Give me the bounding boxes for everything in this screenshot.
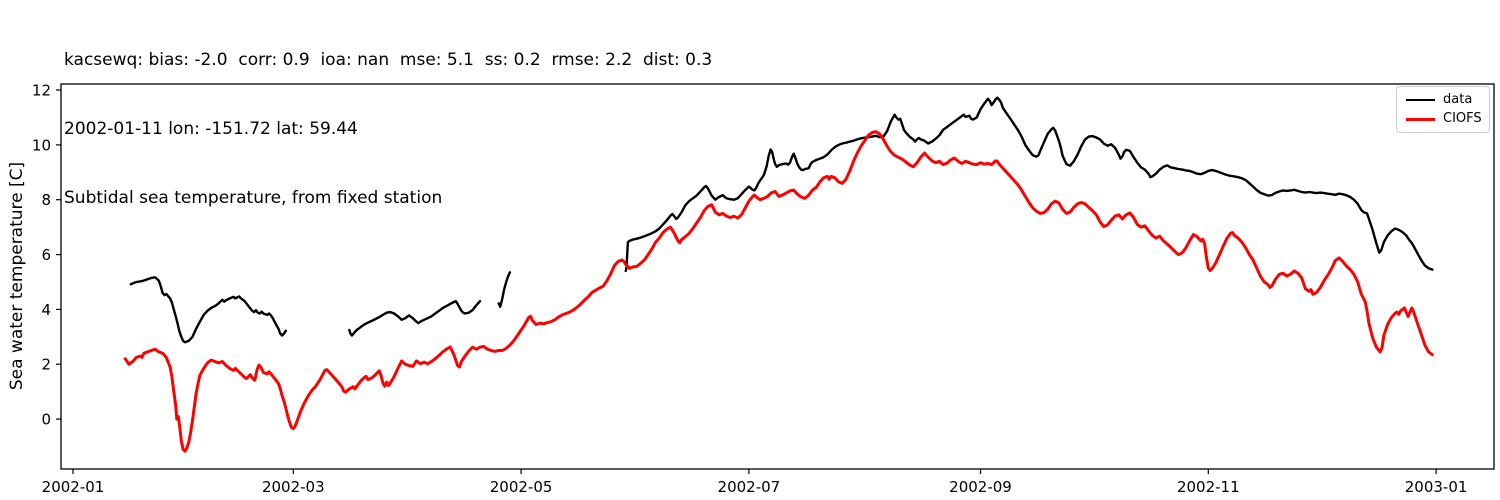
series-line-ciofs: [123, 130, 1434, 453]
y-tick-label: 6: [41, 246, 51, 264]
legend: data CIOFS: [1396, 86, 1490, 133]
chart-title: Subtidal sea temperature, from fixed sta…: [64, 188, 443, 208]
x-tick-label: 2003-01: [1405, 478, 1468, 496]
y-tick-label: 10: [32, 136, 51, 154]
chart-header: kacsewq: bias: -2.0 corr: 0.9 ioa: nan m…: [64, 3, 712, 256]
series-line-data: [497, 271, 512, 308]
legend-entry-ciofs: CIOFS: [1397, 112, 1489, 126]
series-line-data: [624, 96, 1434, 273]
legend-line-sample-ciofs: [1406, 117, 1435, 121]
y-tick-label: 8: [41, 191, 51, 209]
x-tick-label: 2002-07: [718, 478, 781, 496]
y-tick-label: 2: [41, 356, 51, 374]
y-tick-label: 4: [41, 301, 51, 319]
header-stats-line: kacsewq: bias: -2.0 corr: 0.9 ioa: nan m…: [64, 50, 713, 70]
legend-label-data: data: [1443, 92, 1473, 107]
y-tick-label: 0: [41, 411, 51, 429]
legend-line-sample-data: [1406, 99, 1435, 101]
plot-frame: [60, 83, 1495, 470]
x-tick-label: 2002-11: [1177, 478, 1240, 496]
series-line-data: [348, 300, 482, 337]
x-tick-label: 2002-09: [949, 478, 1012, 496]
y-tick-label: 12: [32, 82, 51, 100]
header-date-location-line: 2002-01-11 lon: -151.72 lat: 59.44: [64, 119, 358, 139]
legend-entry-data: data: [1397, 93, 1489, 107]
x-tick-label: 2002-01: [42, 478, 105, 496]
legend-label-ciofs: CIOFS: [1443, 111, 1482, 126]
x-tick-label: 2002-03: [262, 478, 325, 496]
series-line-data: [129, 276, 287, 344]
x-tick-label: 2002-05: [490, 478, 553, 496]
